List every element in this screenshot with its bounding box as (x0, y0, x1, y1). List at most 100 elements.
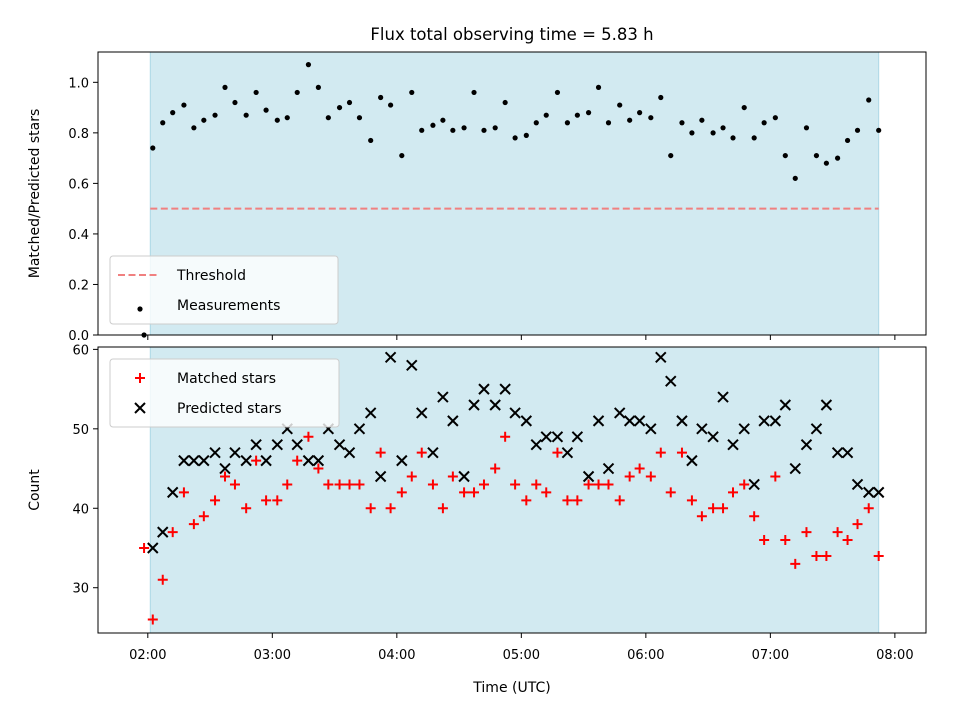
matched-point (552, 447, 563, 458)
matched-point (210, 495, 221, 506)
predicted-point (686, 454, 698, 467)
predicted-point (789, 462, 801, 475)
predicted-point (633, 415, 646, 427)
measurement-point (419, 127, 425, 133)
matched-point (780, 535, 791, 546)
matched-point (500, 431, 511, 442)
measurement-point (191, 125, 197, 131)
predicted-point (551, 431, 564, 443)
predicted-point (489, 399, 501, 411)
axes-frame (97, 346, 927, 634)
measurement-point (512, 135, 518, 141)
predicted-point (499, 383, 511, 395)
predicted-point (509, 407, 521, 419)
y-tick-label: 50 (72, 423, 89, 438)
matched-point (510, 479, 521, 490)
predicted-point (353, 423, 366, 435)
predicted-point (147, 542, 159, 554)
y-tick-label: 0.8 (68, 127, 89, 142)
x-axis-label: Time (UTC) (472, 680, 550, 696)
measurement-point (554, 89, 561, 96)
predicted-point (655, 351, 667, 364)
measurement-point (181, 102, 187, 108)
measurement-point (854, 127, 861, 133)
predicted-point (188, 454, 200, 467)
matched-point (437, 503, 448, 514)
matched-point (676, 447, 687, 458)
predicted-point (219, 462, 231, 475)
legend-label: Threshold (176, 268, 246, 284)
predicted-point (458, 470, 470, 483)
x-tick-label: 04:00 (378, 648, 415, 663)
measurement-point (294, 89, 300, 96)
y-tick-label: 30 (72, 582, 89, 597)
predicted-point (166, 486, 179, 499)
measurement-point (471, 89, 477, 96)
measurement-point (730, 135, 736, 141)
measurement-point (315, 84, 321, 90)
measurement-point (399, 152, 405, 159)
measurement-point (803, 125, 810, 131)
predicted-point (738, 423, 750, 435)
measurement-point (772, 115, 778, 121)
measurement-point (450, 127, 456, 133)
matched-point (749, 511, 760, 522)
measurement-point (222, 84, 228, 90)
matched-point (696, 511, 707, 522)
predicted-point (530, 439, 542, 451)
legend: Matched stars Predicted stars (109, 358, 340, 428)
measurement-point (813, 152, 820, 159)
measurement-point (378, 94, 384, 101)
predicted-point (291, 439, 303, 451)
measurement-point (648, 115, 654, 121)
matched-point (572, 495, 583, 506)
matched-point (728, 487, 739, 498)
predicted-point (406, 359, 418, 371)
measurement-point (564, 120, 571, 126)
matched-point (634, 463, 645, 474)
measurement-point (782, 152, 788, 159)
predicted-point (623, 415, 636, 427)
legend-label: Matched stars (177, 371, 276, 387)
predicted-point (240, 454, 252, 467)
count-panel: 02:00 03:00 04:00 05:00 06:00 07:00 08:00 30 40 5… (27, 343, 927, 663)
predicted-point (427, 446, 439, 459)
predicted-point (717, 391, 729, 403)
measurement-point (274, 117, 280, 123)
legend-marker (137, 306, 143, 312)
measurement-point (689, 130, 695, 136)
y-axis-label: Count (27, 469, 43, 511)
matched-point (261, 495, 272, 506)
matched-point (873, 550, 884, 561)
predicted-point (863, 486, 875, 499)
matched-point (832, 527, 843, 538)
legend-box (109, 255, 339, 325)
predicted-point (447, 415, 459, 427)
matched-point (251, 455, 262, 466)
x-tick-label: 02:00 (129, 648, 166, 663)
measurement-point (668, 152, 674, 159)
matched-point (790, 558, 801, 569)
matched-point (801, 527, 812, 538)
matched-point (303, 431, 314, 442)
predicted-point (520, 415, 533, 427)
predicted-point (260, 454, 272, 467)
matched-point (157, 574, 168, 585)
predicted-point (209, 446, 221, 459)
matched-point (198, 511, 209, 522)
measurement-point (699, 117, 705, 123)
ratio-panel: 0.0 0.2 0.4 0.6 0.8 1.0 Matched/Predicted star… (27, 51, 927, 344)
legend-label: Predicted stars (177, 401, 282, 417)
legend-label: Measurements (177, 298, 280, 314)
predicted-point (312, 454, 325, 467)
matched-point (323, 479, 334, 490)
matched-point (396, 487, 407, 498)
matched-point (354, 479, 365, 490)
matched-point (863, 503, 874, 514)
measurement-point (368, 137, 374, 144)
matched-point (292, 455, 303, 466)
matched-point (821, 550, 832, 561)
matched-point (645, 471, 656, 482)
matched-point (531, 479, 542, 490)
legend: Threshold Measurements (109, 255, 339, 325)
